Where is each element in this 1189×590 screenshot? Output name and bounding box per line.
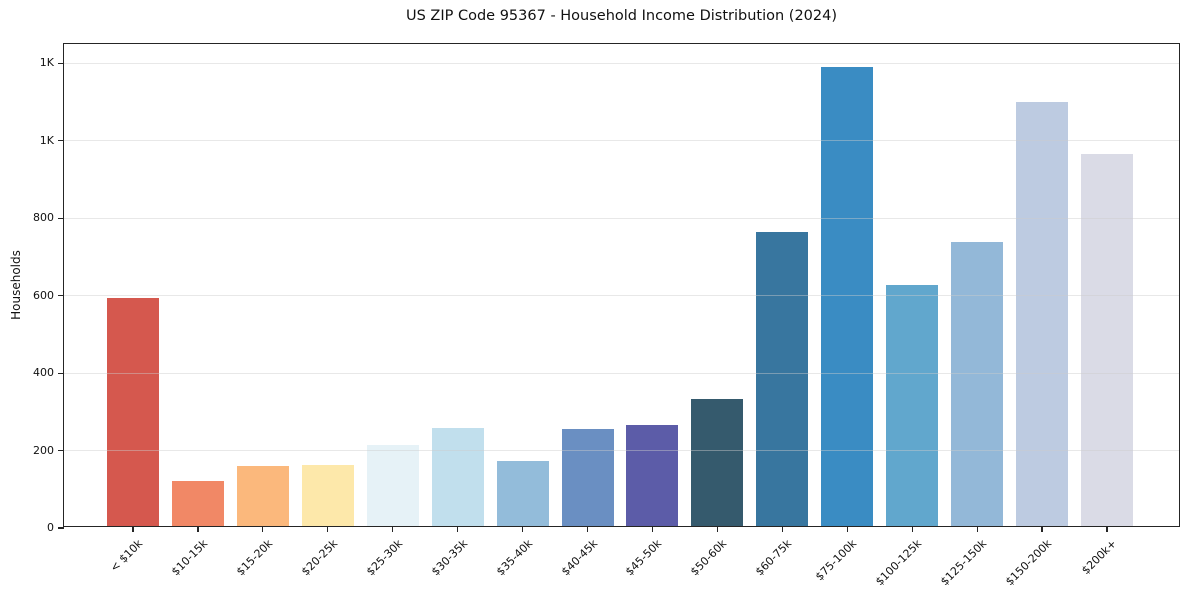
x-tick-mark — [716, 526, 718, 532]
x-tick-mark — [781, 526, 783, 532]
x-tick-label: $10-15k — [168, 537, 211, 579]
x-tick-label: $25-30k — [363, 537, 405, 579]
gridline — [64, 62, 1179, 64]
gridline — [64, 450, 1179, 452]
x-tick-label: $50-60k — [688, 537, 730, 579]
y-tick-label: 0 — [47, 521, 54, 534]
y-tick-label: 1K — [39, 56, 54, 70]
x-tick-label: $75-100k — [813, 537, 860, 584]
gridline — [64, 140, 1179, 142]
y-tick-label: 400 — [33, 366, 54, 380]
x-tick-label: $45-50k — [623, 537, 665, 579]
x-tick-label: $200k+ — [1079, 537, 1120, 578]
y-tick-mark — [58, 62, 64, 64]
y-tick-label: 800 — [33, 211, 54, 225]
x-tick-label: $125-150k — [938, 537, 990, 589]
bar-14 — [951, 242, 1004, 526]
y-tick-mark — [58, 140, 64, 142]
x-tick-mark — [521, 526, 524, 532]
y-tick-label: 200 — [33, 443, 54, 457]
bar-13 — [886, 285, 939, 526]
x-tick-label: $60-75k — [753, 537, 795, 579]
y-tick-label: 600 — [33, 288, 54, 302]
bar-5 — [366, 444, 419, 526]
y-tick-mark — [58, 449, 64, 452]
x-tick-label: $40-45k — [558, 537, 600, 579]
bar-15 — [1016, 101, 1069, 526]
x-tick-mark — [586, 526, 589, 532]
x-tick-mark — [1106, 526, 1108, 532]
x-tick-mark — [911, 526, 913, 532]
bar-1 — [107, 297, 159, 526]
bar-9 — [626, 425, 679, 526]
bar-4 — [301, 464, 354, 526]
x-tick-mark — [392, 526, 394, 532]
chart-title: US ZIP Code 95367 - Household Income Dis… — [405, 8, 838, 24]
x-tick-label: $20-25k — [298, 537, 340, 579]
y-axis-title: Households — [9, 250, 23, 320]
bar-2 — [171, 481, 224, 526]
x-tick-label: $100-125k — [873, 537, 925, 589]
gridline — [64, 372, 1179, 374]
x-tick-label: $150-200k — [1003, 537, 1055, 589]
bar-8 — [561, 429, 614, 526]
x-tick-label: < $10k — [107, 537, 146, 575]
bar-6 — [431, 428, 484, 526]
y-tick-mark — [58, 527, 64, 529]
x-tick-mark — [976, 526, 978, 532]
bar-11 — [756, 231, 809, 526]
x-tick-label: $35-40k — [493, 537, 535, 579]
bar-10 — [691, 399, 744, 526]
x-tick-mark — [1041, 526, 1043, 532]
y-tick-label: 1K — [39, 133, 54, 147]
x-tick-mark — [651, 526, 654, 532]
x-tick-mark — [327, 526, 329, 532]
gridline — [64, 295, 1179, 297]
y-tick-mark — [58, 217, 64, 219]
gridline — [64, 217, 1179, 219]
x-tick-label: $15-20k — [233, 537, 276, 579]
y-tick-mark — [58, 295, 64, 297]
plot-area: 0 200 400 600 800 1K 1K < $10k $10-15k $15-20k $20… — [33, 43, 1180, 588]
x-tick-mark — [262, 526, 264, 532]
bar-3 — [236, 465, 289, 526]
bar-12 — [821, 67, 874, 526]
x-tick-mark — [132, 526, 134, 532]
x-tick-mark — [197, 526, 199, 532]
y-tick-mark — [58, 372, 64, 374]
x-tick-label: $30-35k — [428, 537, 470, 579]
x-tick-mark — [846, 526, 848, 532]
bar-16 — [1080, 153, 1133, 526]
x-tick-mark — [457, 526, 459, 532]
bar-7 — [496, 461, 549, 526]
